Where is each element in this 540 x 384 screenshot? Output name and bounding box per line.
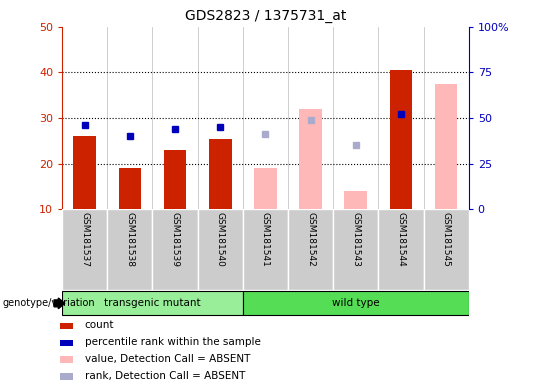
Bar (209, 139, 232, 209)
Text: wild type: wild type (332, 298, 380, 308)
Text: GSM181537: GSM181537 (80, 212, 89, 267)
Bar (73, 136, 96, 209)
Text: count: count (85, 320, 114, 330)
Bar (107, 209, 152, 290)
Bar (254, 168, 276, 209)
Bar (423, 209, 469, 290)
Text: genotype/variation: genotype/variation (3, 298, 96, 308)
Text: GSM181542: GSM181542 (306, 212, 315, 266)
Bar (164, 150, 186, 209)
Bar (119, 168, 141, 209)
Bar (435, 84, 457, 209)
Bar (333, 209, 379, 290)
Bar (288, 209, 333, 290)
Bar (62, 291, 243, 316)
Text: GSM181544: GSM181544 (396, 212, 406, 266)
Bar (379, 209, 423, 290)
Bar (59, 339, 73, 346)
Bar (59, 373, 73, 380)
Text: GSM181541: GSM181541 (261, 212, 270, 266)
Text: value, Detection Call = ABSENT: value, Detection Call = ABSENT (85, 354, 250, 364)
Text: GSM181539: GSM181539 (171, 212, 179, 267)
Bar (299, 109, 322, 209)
Text: percentile rank within the sample: percentile rank within the sample (85, 337, 261, 347)
Bar (243, 291, 469, 316)
Text: GSM181540: GSM181540 (215, 212, 225, 266)
Bar (59, 323, 73, 329)
Bar (243, 209, 288, 290)
Bar (345, 191, 367, 209)
Text: rank, Detection Call = ABSENT: rank, Detection Call = ABSENT (85, 371, 245, 381)
Text: transgenic mutant: transgenic mutant (104, 298, 201, 308)
Text: GSM181538: GSM181538 (125, 212, 134, 267)
Text: GSM181545: GSM181545 (442, 212, 450, 266)
Text: GSM181543: GSM181543 (351, 212, 360, 266)
Bar (59, 356, 73, 363)
Bar (390, 70, 412, 209)
Bar (62, 209, 107, 290)
Title: GDS2823 / 1375731_at: GDS2823 / 1375731_at (185, 9, 346, 23)
Bar (152, 209, 198, 290)
Bar (198, 209, 243, 290)
